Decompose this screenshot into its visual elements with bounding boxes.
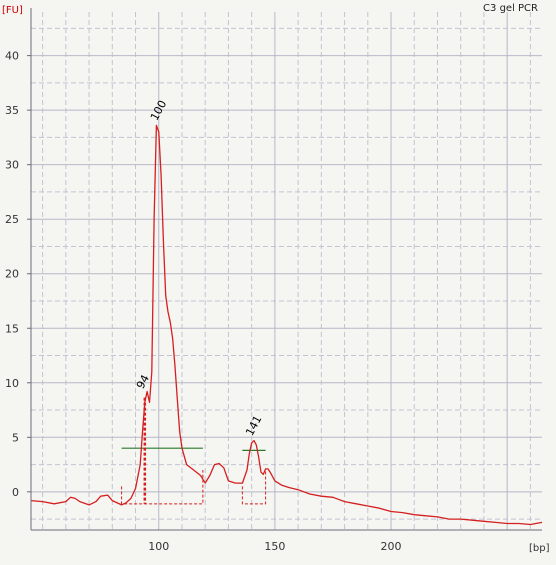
y-tick-label: 10: [5, 377, 19, 390]
y-tick-label: 15: [5, 322, 19, 335]
y-tick-label: 5: [12, 431, 19, 444]
chart-title: C3 gel PCR: [483, 3, 538, 14]
y-tick-label: 0: [12, 486, 19, 499]
y-tick-label: 40: [5, 50, 19, 63]
peak-label: 141: [243, 413, 264, 438]
y-tick-label: 30: [5, 159, 19, 172]
integration-region-boundary: [121, 470, 204, 505]
integration-region-boundary: [241, 470, 267, 505]
x-axis-unit-label: [bp]: [529, 543, 550, 554]
y-tick-label: 35: [5, 104, 19, 117]
electropherogram-trace: [30, 124, 543, 526]
y-tick-label: 20: [5, 268, 19, 281]
peak-label: 94: [134, 373, 152, 391]
y-tick-label: 25: [5, 213, 19, 226]
x-tick-label: 200: [381, 540, 402, 553]
grid: [31, 12, 542, 530]
axes: [FU] [bp] C3 gel PCR 0 5 10 15 20 25 30 35 40 100…: [2, 3, 550, 554]
y-axis-unit-label: [FU]: [2, 5, 23, 16]
x-tick-label: 100: [148, 540, 169, 553]
x-tick-label: 150: [264, 540, 285, 553]
